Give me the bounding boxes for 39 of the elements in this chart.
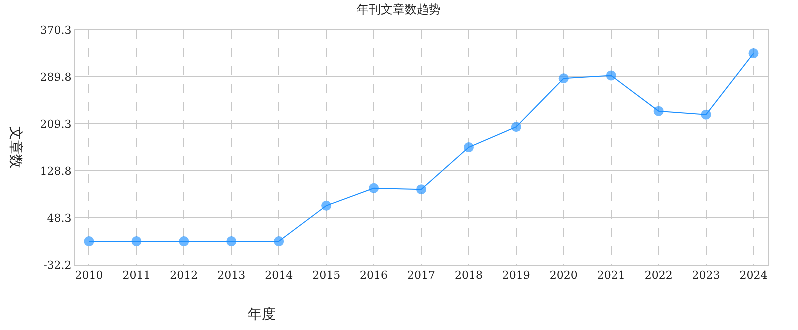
point: [511, 122, 522, 132]
x-tick-label: 2017: [408, 269, 436, 282]
x-tick-label: 2016: [360, 269, 388, 282]
y-tick-label: 48.3: [47, 212, 72, 225]
point: [274, 236, 284, 247]
point: [132, 236, 142, 247]
x-tick-label: 2022: [644, 269, 673, 282]
point: [558, 74, 569, 84]
x-axis-title: 年度: [248, 307, 276, 323]
x-tick-label: 2018: [454, 269, 483, 282]
x-tick-label: 2012: [170, 269, 198, 282]
x-tick-label: 2019: [502, 269, 530, 282]
x-tick-label: 2023: [692, 269, 720, 282]
point: [322, 200, 332, 211]
point: [606, 70, 616, 81]
y-tick-label: 289.8: [40, 70, 72, 84]
point: [226, 236, 237, 247]
y-tick-label: 370.3: [40, 24, 72, 37]
x-tick-label: 2021: [597, 269, 626, 282]
point: [84, 236, 94, 247]
x-tick-label: 2013: [218, 269, 246, 282]
x-tick-label: 2011: [122, 269, 151, 282]
point: [369, 183, 380, 194]
chart-title: 年刊文章数趋势: [357, 2, 441, 16]
x-tick-label: 2024: [740, 269, 768, 282]
point: [654, 106, 664, 116]
x-tick-label: 2020: [550, 269, 578, 282]
y-tick-label: 128.8: [40, 164, 72, 178]
x-tick-label: 2010: [75, 269, 104, 282]
point: [179, 236, 190, 247]
point: [464, 142, 474, 153]
point: [416, 184, 426, 195]
y-axis-title: 文章数: [8, 126, 24, 168]
point: [701, 110, 712, 120]
point: [748, 48, 759, 59]
x-tick-label: 2015: [312, 269, 341, 282]
y-tick-label: 209.3: [40, 118, 72, 131]
x-tick-label: 2014: [265, 269, 294, 282]
y-tick-label: -32.2: [44, 258, 72, 272]
